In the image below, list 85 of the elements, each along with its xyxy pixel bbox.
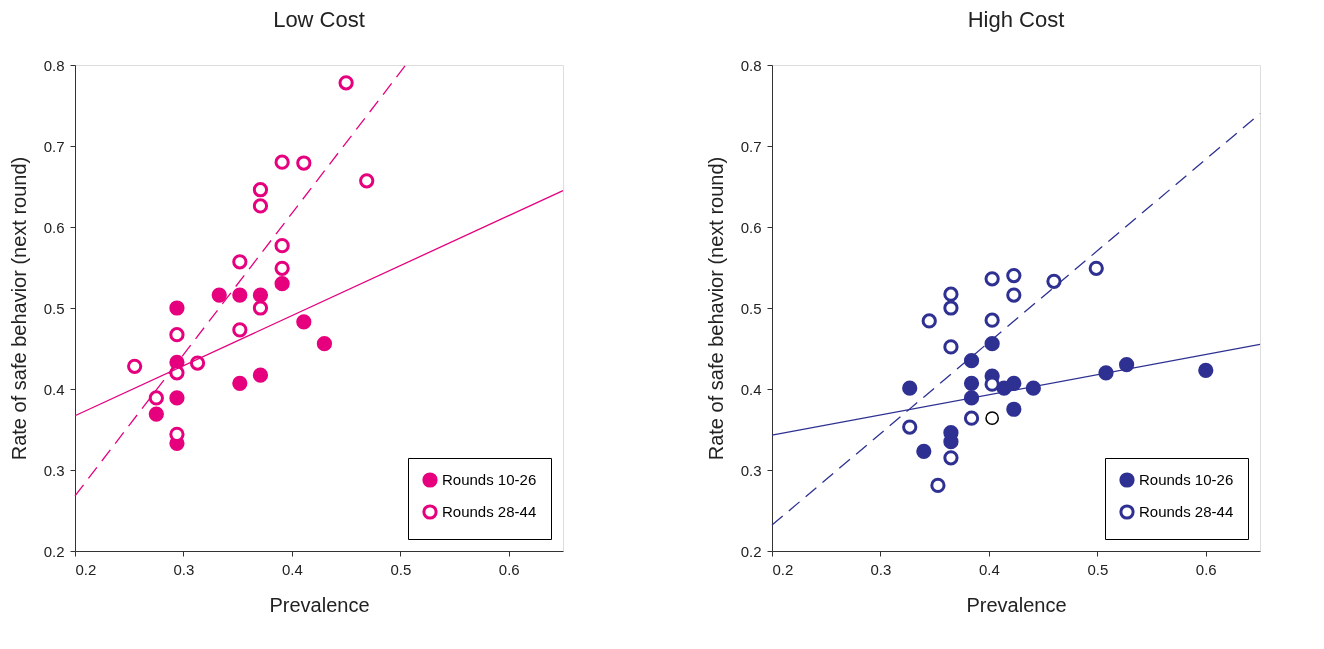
point [916, 443, 932, 459]
y-tick-label: 0.6 [740, 218, 762, 236]
point [296, 155, 312, 171]
point [232, 322, 248, 338]
point [338, 75, 354, 91]
x-tick-label: 0.2 [772, 560, 794, 578]
point [274, 260, 290, 276]
point [274, 276, 290, 292]
y-tick-label: 0.3 [740, 461, 762, 479]
y-tick-label: 0.4 [740, 380, 762, 398]
point [921, 313, 937, 329]
point [943, 339, 959, 355]
point [252, 300, 269, 316]
point [984, 271, 1000, 287]
point [984, 312, 1000, 328]
point [963, 410, 980, 426]
chart-title: High Cost [967, 7, 1065, 32]
y-tick-label: 0.7 [740, 137, 762, 155]
x-axis-title: Prevalence [966, 593, 1067, 616]
x-tick-label: 0.5 [390, 560, 412, 578]
point [963, 375, 980, 391]
y-tick-label: 0.4 [43, 380, 65, 398]
x-tick-label: 0.3 [870, 560, 892, 578]
x-tick-label: 0.4 [281, 560, 303, 578]
point [1006, 375, 1022, 391]
point [252, 198, 269, 214]
point [930, 477, 946, 493]
point [1006, 287, 1022, 303]
y-tick-label: 0.6 [43, 218, 65, 236]
point [211, 287, 227, 303]
legend-label: Rounds 28-44 [1139, 503, 1234, 520]
point [1198, 362, 1214, 378]
point [296, 314, 312, 330]
point [169, 327, 185, 343]
x-tick-label: 0.5 [1087, 560, 1109, 578]
y-tick-label: 0.8 [43, 56, 65, 74]
point [232, 254, 248, 270]
point [1118, 357, 1135, 373]
point [252, 287, 269, 303]
legend-label: Rounds 28-44 [442, 503, 537, 520]
legend-label: Rounds 10-26 [442, 471, 537, 488]
x-tick-label: 0.6 [1195, 560, 1217, 578]
point [963, 353, 980, 369]
point [1006, 401, 1022, 417]
y-tick-label: 0.5 [43, 299, 65, 317]
point [359, 173, 375, 189]
point [252, 182, 269, 198]
legend-label: Rounds 10-26 [1139, 471, 1234, 488]
y-tick-label: 0.2 [43, 542, 65, 560]
point [252, 367, 269, 383]
point [274, 154, 290, 170]
point [1006, 267, 1022, 284]
point [902, 380, 918, 396]
point [148, 406, 164, 422]
point [169, 390, 185, 406]
point [127, 358, 143, 374]
point [232, 375, 248, 391]
point [985, 411, 1000, 426]
point [1025, 380, 1041, 396]
x-tick-label: 0.6 [498, 560, 520, 578]
point [902, 419, 918, 435]
y-tick-label: 0.7 [43, 137, 65, 155]
x-axis-title: Prevalence [269, 593, 370, 616]
y-tick-label: 0.5 [740, 299, 762, 317]
point [943, 450, 959, 466]
y-tick-label: 0.8 [740, 56, 762, 74]
y-tick-label: 0.3 [43, 461, 65, 479]
point [984, 336, 1000, 352]
x-tick-label: 0.4 [978, 560, 1000, 578]
point [169, 300, 185, 316]
point [943, 300, 959, 316]
y-tick-label: 0.2 [740, 542, 762, 560]
chart-title: Low Cost [273, 7, 365, 32]
y-axis-title: Rate of safe behavior (next round) [704, 156, 727, 461]
x-tick-label: 0.3 [173, 560, 195, 578]
point [148, 390, 164, 406]
x-tick-label: 0.2 [75, 560, 97, 578]
point [943, 286, 959, 302]
point [1046, 273, 1062, 289]
y-axis-title: Rate of safe behavior (next round) [7, 156, 30, 461]
point [274, 238, 290, 254]
point [316, 336, 333, 352]
point [963, 390, 980, 406]
point [232, 287, 248, 303]
point [1088, 260, 1104, 276]
